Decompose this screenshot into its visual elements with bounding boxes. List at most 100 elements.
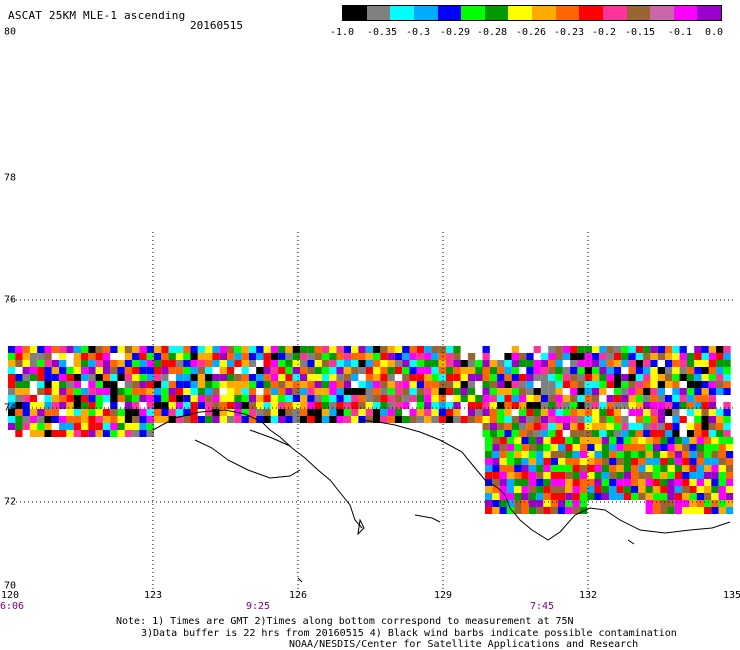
- data-cell: [161, 395, 169, 402]
- data-cell: [373, 381, 381, 388]
- data-cell: [190, 360, 198, 367]
- data-cell: [51, 360, 60, 367]
- data-cell: [587, 458, 595, 465]
- data-cell: [321, 416, 330, 423]
- data-cell: [139, 367, 147, 374]
- data-cell: [139, 346, 147, 353]
- scale-label: -0.3: [405, 27, 431, 38]
- data-cell: [358, 367, 366, 374]
- data-cell: [631, 444, 639, 451]
- data-cell: [285, 381, 293, 388]
- data-cell: [613, 381, 622, 388]
- data-cell: [132, 395, 140, 402]
- data-cells: [8, 346, 734, 514]
- data-cell: [387, 360, 395, 367]
- data-cell: [499, 486, 507, 493]
- data-cell: [616, 451, 624, 458]
- data-cell: [645, 437, 653, 444]
- data-cell: [694, 416, 702, 423]
- data-cell: [562, 430, 571, 437]
- note-line-3: NOAA/NESDIS/Center for Satellite Applica…: [289, 639, 639, 650]
- data-cell: [285, 416, 293, 423]
- data-cell: [533, 360, 541, 367]
- data-cell: [689, 472, 697, 479]
- data-cell: [88, 395, 96, 402]
- lon-label: 120: [0, 590, 20, 601]
- data-cell: [533, 409, 541, 416]
- data-cell: [73, 367, 81, 374]
- data-cell: [248, 367, 257, 374]
- data-cell: [609, 465, 617, 472]
- data-cell: [59, 395, 67, 402]
- data-cell: [37, 346, 45, 353]
- data-cell: [175, 388, 184, 395]
- data-cell: [73, 346, 81, 353]
- data-cell: [409, 381, 417, 388]
- data-cell: [657, 416, 665, 423]
- data-cell: [526, 367, 534, 374]
- data-cell: [248, 388, 257, 395]
- data-cell: [219, 353, 227, 360]
- data-cell: [521, 500, 529, 507]
- data-cell: [329, 402, 337, 409]
- data-cell: [643, 395, 651, 402]
- data-cell: [536, 465, 544, 472]
- data-cell: [139, 409, 147, 416]
- data-cell: [475, 388, 483, 395]
- data-cell: [321, 402, 330, 409]
- data-cell: [635, 353, 644, 360]
- data-cell: [117, 381, 125, 388]
- data-cell: [679, 395, 687, 402]
- data-cell: [460, 409, 468, 416]
- data-cell: [504, 430, 512, 437]
- data-cell: [533, 381, 541, 388]
- data-cell: [723, 374, 731, 381]
- data-cell: [689, 493, 697, 500]
- data-cell: [37, 409, 45, 416]
- data-cell: [358, 346, 366, 353]
- data-cell: [613, 360, 622, 367]
- data-cell: [37, 402, 45, 409]
- data-cell: [44, 416, 52, 423]
- data-cell: [562, 381, 571, 388]
- data-cell: [270, 367, 279, 374]
- data-cell: [59, 367, 67, 374]
- data-cell: [621, 423, 629, 430]
- data-cell: [628, 430, 636, 437]
- data-cell: [365, 374, 373, 381]
- data-cell: [548, 416, 556, 423]
- data-cell: [124, 374, 133, 381]
- data-cell: [110, 409, 118, 416]
- data-cell: [601, 444, 610, 451]
- data-cell: [606, 360, 614, 367]
- data-cell: [694, 374, 702, 381]
- data-cell: [446, 388, 454, 395]
- data-cell: [409, 367, 417, 374]
- data-cell: [652, 500, 661, 507]
- data-cell: [694, 423, 702, 430]
- data-cell: [336, 388, 344, 395]
- data-cell: [132, 346, 140, 353]
- data-cell: [22, 395, 30, 402]
- data-cell: [635, 388, 644, 395]
- data-cell: [8, 381, 16, 388]
- data-cell: [579, 444, 588, 451]
- data-cell: [402, 353, 410, 360]
- data-cell: [492, 437, 500, 444]
- data-cell: [278, 416, 286, 423]
- data-cell: [514, 437, 522, 444]
- color-scale-bar: [342, 5, 722, 21]
- data-cell: [467, 402, 476, 409]
- data-cell: [606, 402, 614, 409]
- data-cell: [592, 353, 600, 360]
- data-cell: [660, 458, 668, 465]
- scale-swatch: [484, 6, 509, 20]
- data-cell: [205, 416, 213, 423]
- data-cell: [168, 346, 176, 353]
- data-cell: [665, 381, 673, 388]
- data-cell: [492, 451, 500, 458]
- data-cell: [492, 493, 500, 500]
- data-cell: [548, 430, 556, 437]
- data-cell: [584, 367, 592, 374]
- data-cell: [183, 409, 191, 416]
